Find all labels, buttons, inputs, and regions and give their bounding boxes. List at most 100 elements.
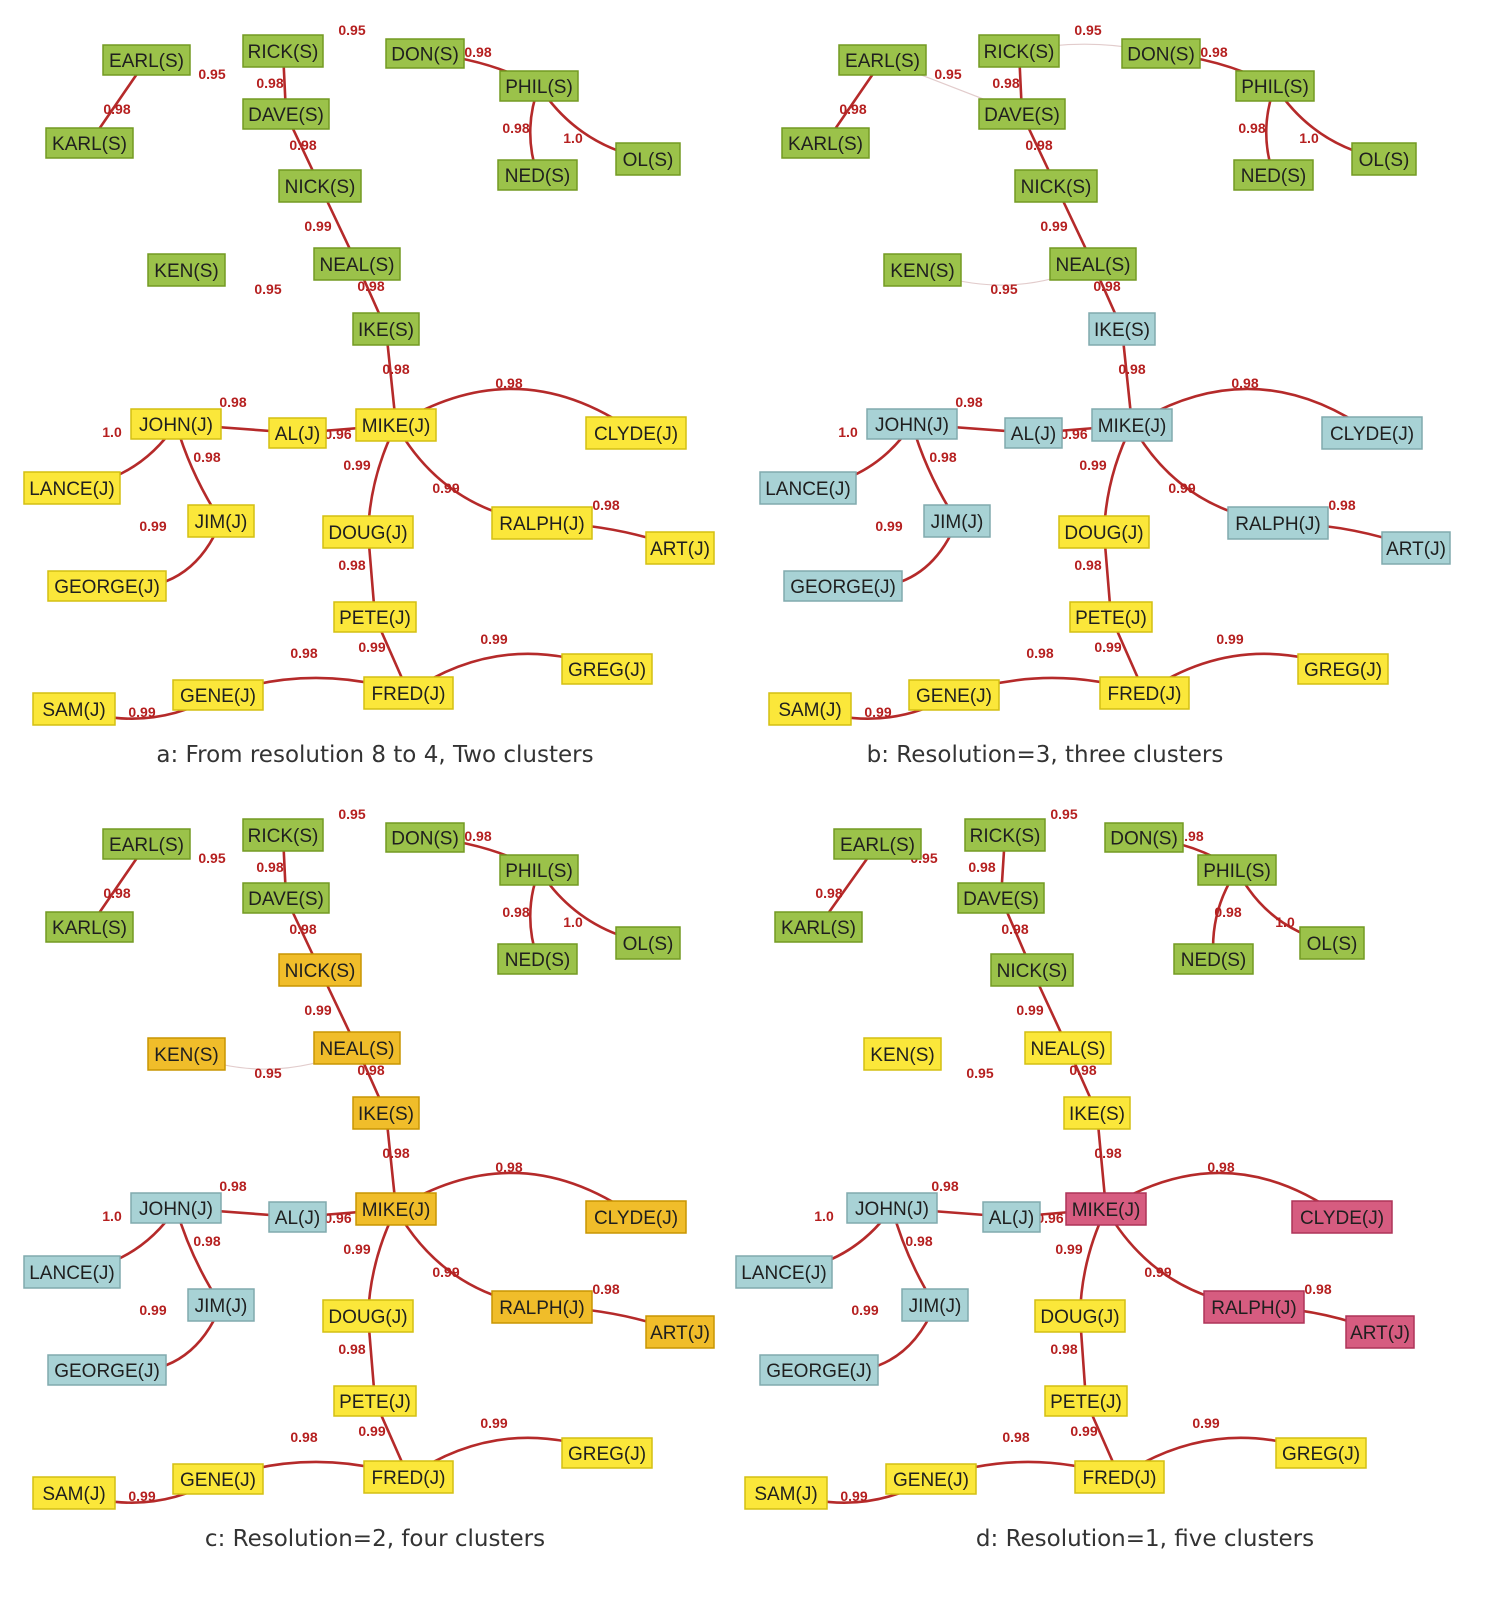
node-nick[interactable]: NICK(S) (278, 953, 362, 987)
node-ned[interactable]: NED(S) (497, 943, 578, 975)
node-mike[interactable]: MIKE(J) (355, 408, 437, 442)
node-al[interactable]: AL(J) (268, 1201, 327, 1233)
node-nick[interactable]: NICK(S) (990, 953, 1074, 987)
node-ken[interactable]: KEN(S) (147, 253, 226, 287)
node-sam[interactable]: SAM(J) (32, 1476, 116, 1510)
node-clyde[interactable]: CLYDE(J) (1321, 416, 1423, 450)
node-art[interactable]: ART(J) (645, 531, 715, 565)
node-sam[interactable]: SAM(J) (32, 692, 116, 726)
node-art[interactable]: ART(J) (1345, 1315, 1415, 1349)
node-dave[interactable]: DAVE(S) (978, 98, 1066, 130)
node-lance[interactable]: LANCE(J) (759, 471, 857, 505)
node-neal[interactable]: NEAL(S) (1049, 247, 1137, 281)
node-sam[interactable]: SAM(J) (768, 692, 852, 726)
node-rick[interactable]: RICK(S) (964, 818, 1046, 852)
node-jim[interactable]: JIM(J) (901, 1288, 969, 1322)
node-don[interactable]: DON(S) (1121, 38, 1201, 69)
node-fred[interactable]: FRED(J) (1099, 676, 1190, 710)
node-ol[interactable]: OL(S) (615, 142, 681, 176)
node-al[interactable]: AL(J) (982, 1201, 1041, 1233)
node-john[interactable]: JOHN(J) (130, 1192, 222, 1224)
node-greg[interactable]: GREG(J) (1297, 653, 1389, 685)
node-fred[interactable]: FRED(J) (363, 676, 454, 710)
node-ned[interactable]: NED(S) (1173, 943, 1254, 975)
node-george[interactable]: GEORGE(J) (783, 570, 903, 602)
node-lance[interactable]: LANCE(J) (735, 1255, 833, 1289)
node-john[interactable]: JOHN(J) (866, 408, 958, 440)
node-art[interactable]: ART(J) (1381, 531, 1451, 565)
node-dave[interactable]: DAVE(S) (242, 882, 330, 914)
node-jim[interactable]: JIM(J) (187, 504, 255, 538)
node-gene[interactable]: GENE(J) (885, 1463, 977, 1495)
node-jim[interactable]: JIM(J) (923, 504, 991, 538)
node-earl[interactable]: EARL(S) (838, 44, 927, 76)
node-lance[interactable]: LANCE(J) (23, 1255, 121, 1289)
node-ike[interactable]: IKE(S) (352, 1096, 420, 1130)
node-pete[interactable]: PETE(J) (1069, 601, 1153, 633)
node-mike[interactable]: MIKE(J) (1065, 1192, 1147, 1226)
node-ol[interactable]: OL(S) (1351, 142, 1417, 176)
node-greg[interactable]: GREG(J) (561, 653, 653, 685)
node-pete[interactable]: PETE(J) (333, 601, 417, 633)
node-pete[interactable]: PETE(J) (1044, 1385, 1128, 1417)
node-ol[interactable]: OL(S) (1299, 926, 1365, 960)
node-neal[interactable]: NEAL(S) (1024, 1031, 1112, 1065)
node-phil[interactable]: PHIL(S) (1235, 70, 1315, 102)
node-ken[interactable]: KEN(S) (883, 253, 962, 287)
node-george[interactable]: GEORGE(J) (759, 1354, 879, 1386)
node-greg[interactable]: GREG(J) (1275, 1437, 1367, 1469)
node-ralph[interactable]: RALPH(J) (491, 1290, 593, 1324)
node-earl[interactable]: EARL(S) (102, 44, 191, 76)
node-ned[interactable]: NED(S) (497, 159, 578, 191)
node-nick[interactable]: NICK(S) (278, 169, 362, 203)
node-phil[interactable]: PHIL(S) (499, 70, 579, 102)
node-john[interactable]: JOHN(J) (846, 1192, 938, 1224)
node-neal[interactable]: NEAL(S) (313, 247, 401, 281)
node-fred[interactable]: FRED(J) (363, 1460, 454, 1494)
node-doug[interactable]: DOUG(J) (322, 1299, 414, 1333)
node-clyde[interactable]: CLYDE(J) (1291, 1200, 1393, 1234)
node-nick[interactable]: NICK(S) (1014, 169, 1098, 203)
node-earl[interactable]: EARL(S) (102, 828, 191, 860)
node-neal[interactable]: NEAL(S) (313, 1031, 401, 1065)
node-rick[interactable]: RICK(S) (978, 34, 1060, 68)
node-jim[interactable]: JIM(J) (187, 1288, 255, 1322)
node-earl[interactable]: EARL(S) (833, 828, 922, 860)
node-don[interactable]: DON(S) (385, 822, 465, 853)
node-don[interactable]: DON(S) (1104, 822, 1184, 853)
node-don[interactable]: DON(S) (385, 38, 465, 69)
node-fred[interactable]: FRED(J) (1074, 1460, 1165, 1494)
node-al[interactable]: AL(J) (1004, 417, 1063, 449)
node-george[interactable]: GEORGE(J) (47, 570, 167, 602)
node-dave[interactable]: DAVE(S) (242, 98, 330, 130)
node-ralph[interactable]: RALPH(J) (491, 506, 593, 540)
node-ol[interactable]: OL(S) (615, 926, 681, 960)
node-ned[interactable]: NED(S) (1233, 159, 1314, 191)
node-ken[interactable]: KEN(S) (863, 1037, 942, 1071)
node-doug[interactable]: DOUG(J) (1034, 1299, 1126, 1333)
node-karl[interactable]: KARL(S) (781, 127, 870, 159)
node-karl[interactable]: KARL(S) (774, 911, 863, 943)
node-lance[interactable]: LANCE(J) (23, 471, 121, 505)
node-mike[interactable]: MIKE(J) (1091, 408, 1173, 442)
node-gene[interactable]: GENE(J) (172, 679, 264, 711)
node-clyde[interactable]: CLYDE(J) (585, 1200, 687, 1234)
node-gene[interactable]: GENE(J) (172, 1463, 264, 1495)
node-phil[interactable]: PHIL(S) (499, 854, 579, 886)
node-rick[interactable]: RICK(S) (242, 818, 324, 852)
node-john[interactable]: JOHN(J) (130, 408, 222, 440)
node-gene[interactable]: GENE(J) (908, 679, 1000, 711)
node-karl[interactable]: KARL(S) (45, 127, 134, 159)
node-george[interactable]: GEORGE(J) (47, 1354, 167, 1386)
node-ralph[interactable]: RALPH(J) (1203, 1290, 1305, 1324)
node-ken[interactable]: KEN(S) (147, 1037, 226, 1071)
node-art[interactable]: ART(J) (645, 1315, 715, 1349)
node-karl[interactable]: KARL(S) (45, 911, 134, 943)
node-clyde[interactable]: CLYDE(J) (585, 416, 687, 450)
node-ike[interactable]: IKE(S) (352, 312, 420, 346)
node-mike[interactable]: MIKE(J) (355, 1192, 437, 1226)
node-dave[interactable]: DAVE(S) (957, 882, 1045, 914)
node-ike[interactable]: IKE(S) (1063, 1096, 1131, 1130)
node-doug[interactable]: DOUG(J) (322, 515, 414, 549)
node-phil[interactable]: PHIL(S) (1197, 854, 1277, 886)
